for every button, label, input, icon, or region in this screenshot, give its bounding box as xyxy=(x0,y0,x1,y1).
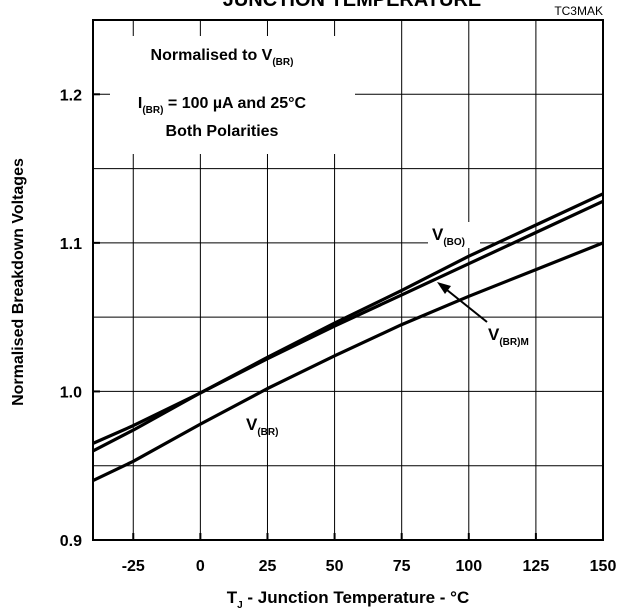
y-axis-label: Normalised Breakdown Voltages xyxy=(10,158,27,406)
x-tick-label: 100 xyxy=(455,558,482,575)
arrow-head xyxy=(437,282,451,294)
y-tick-label: 0.9 xyxy=(60,533,82,550)
labels: V(BO) V(BR)M V(BR) -25 0 25 50 75 100 125 150 0.9 1.… xyxy=(10,0,616,611)
series-label-brm: V(BR)M xyxy=(488,325,529,348)
series-label-br: V(BR) xyxy=(246,415,278,438)
series-label-halo xyxy=(428,222,480,248)
series-line xyxy=(92,192,604,445)
arrow-shaft xyxy=(441,285,488,323)
series-line xyxy=(92,199,604,453)
series-label-bo: V(BO) xyxy=(432,225,465,248)
axis-ticks xyxy=(93,93,604,541)
x-tick-label: 75 xyxy=(393,558,411,575)
x-tick-label: -25 xyxy=(122,558,145,575)
x-axis-label: TJ - Junction Temperature - °C xyxy=(227,588,470,611)
y-tick-label: 1.1 xyxy=(60,236,82,253)
series-line xyxy=(92,241,604,483)
y-tick-label: 1.2 xyxy=(60,87,82,104)
annotation-line: Both Polarities xyxy=(166,123,279,140)
x-tick-label: 25 xyxy=(259,558,277,575)
annotation-backdrop xyxy=(110,36,355,154)
chart-title: JUNCTION TEMPERATURE xyxy=(223,0,482,11)
annotation-line: I(BR) = 100 µA and 25°C xyxy=(138,95,307,116)
series-group xyxy=(92,192,604,483)
y-tick-label: 1.0 xyxy=(60,384,82,401)
annotation-line: Normalised to V(BR) xyxy=(151,47,294,68)
x-tick-label: 125 xyxy=(523,558,550,575)
plot-frame xyxy=(92,19,604,541)
x-tick-label: 0 xyxy=(196,558,205,575)
annotation-box: Normalised to V(BR) I(BR) = 100 µA and 25… xyxy=(110,36,355,154)
figure-code: TC3MAK xyxy=(554,4,603,18)
x-tick-label: 50 xyxy=(326,558,344,575)
x-tick-label: 150 xyxy=(590,558,617,575)
